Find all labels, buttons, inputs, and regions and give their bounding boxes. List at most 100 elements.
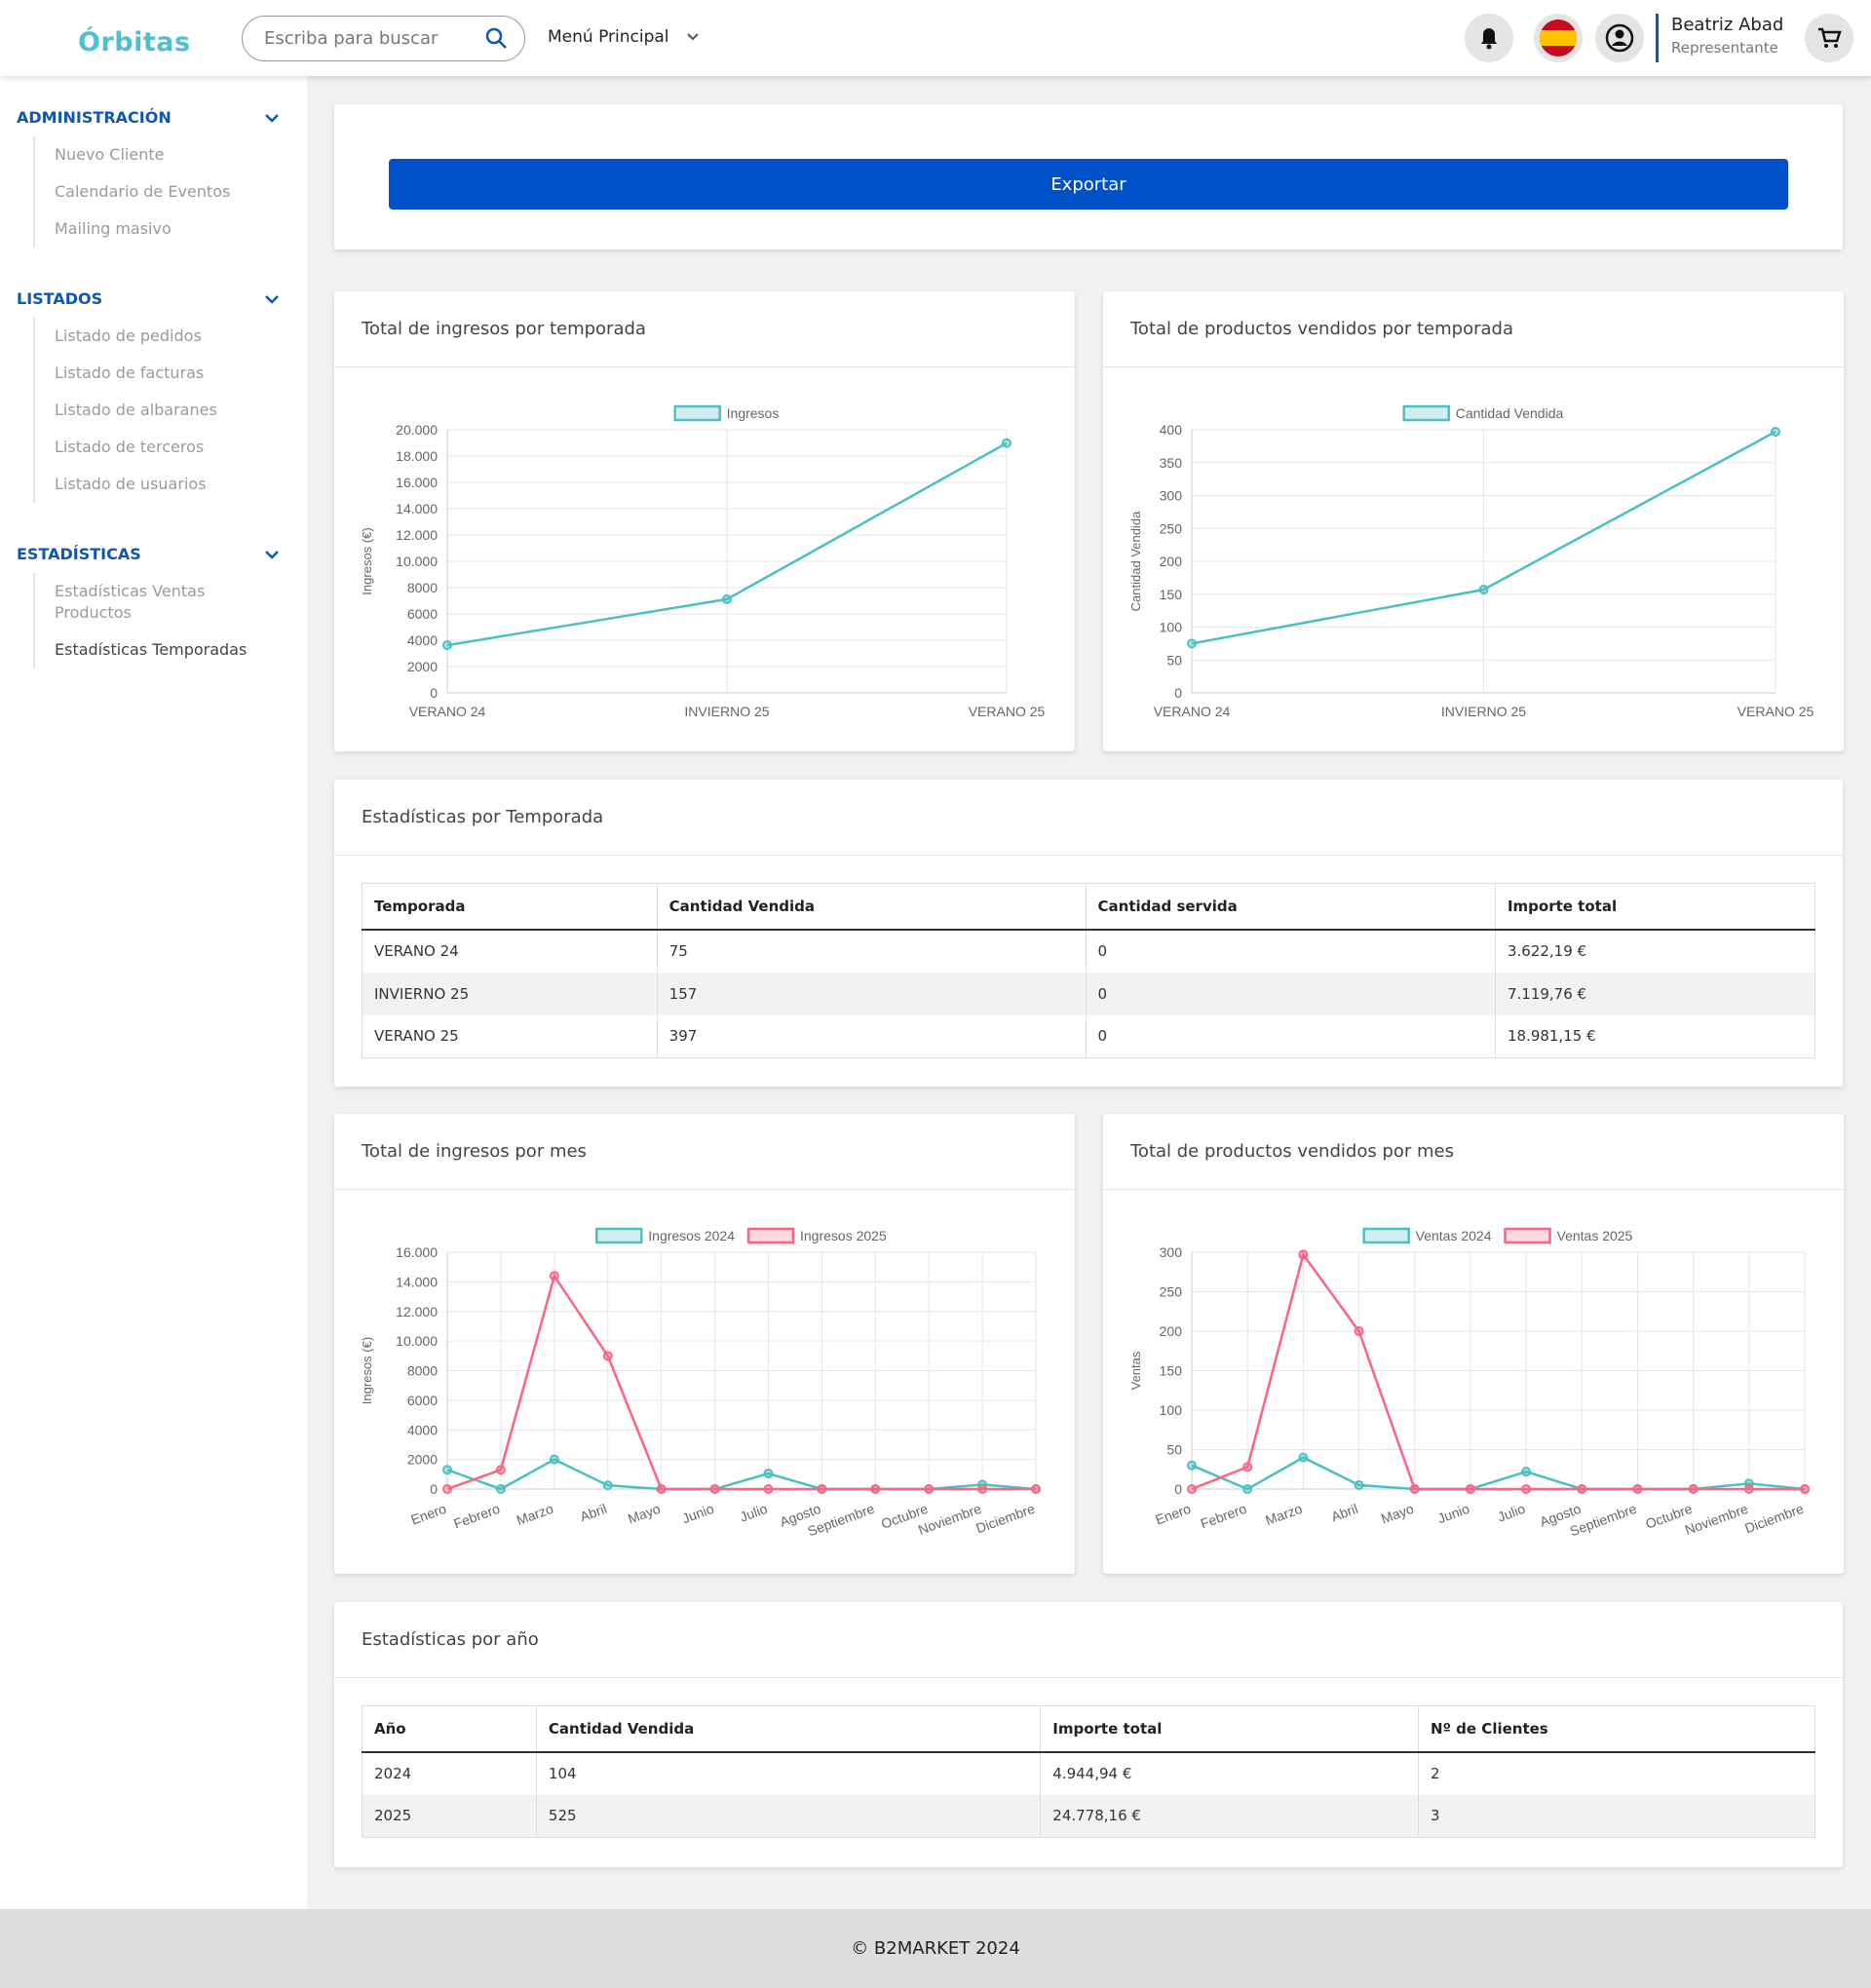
search-placeholder: Escriba para buscar [264, 28, 439, 49]
search-icon [485, 27, 507, 49]
menu-section: LISTADOS Listado de pedidos Listado de fac… [0, 281, 307, 503]
y-tick-label: 150 [1160, 587, 1183, 602]
menu-item[interactable]: Listado de pedidos [55, 326, 202, 345]
chart-card: Total de productos vendidos por mes 0 50 10… [1103, 1114, 1844, 1574]
flag-icon [1540, 19, 1577, 57]
table-cell: 0 [1086, 1014, 1496, 1058]
point [442, 1465, 452, 1475]
cart[interactable] [1805, 14, 1853, 62]
menu-item[interactable]: Nuevo Cliente [55, 145, 165, 164]
table-row: VERANO 24 75 0 3.622,19 € [362, 929, 1816, 973]
y-tick-label: 200 [1160, 554, 1183, 569]
table-cell: 75 [657, 929, 1087, 973]
table-cell: 157 [657, 972, 1087, 1015]
menu-item[interactable]: Mailing masivo [55, 219, 172, 238]
menu-section: ESTADÍSTICAS Estadísticas Ventas Producto… [0, 536, 307, 669]
chevron-path [265, 551, 279, 559]
chart: 0 50 100 150 200 250 300 Enero Febrero Marzo Abril… [1128, 1227, 1810, 1539]
point [1521, 1467, 1532, 1477]
column-header: Importe total [1040, 1705, 1419, 1753]
point [1298, 1452, 1309, 1463]
legend-swatch [746, 1227, 795, 1244]
legend-item: Ventas 2025 [1504, 1227, 1633, 1244]
language[interactable] [1534, 14, 1583, 62]
table-cell: 0 [1086, 929, 1496, 973]
column-header: Nº de Clientes [1418, 1705, 1816, 1753]
y-tick-label: 20.000 [396, 422, 438, 438]
user-name: Beatriz Abad [1671, 15, 1784, 35]
table-row: VERANO 25 397 0 18.981,15 € [362, 1014, 1816, 1058]
legend: Cantidad Vendida [1402, 404, 1564, 422]
point [1688, 1484, 1699, 1494]
table-cell: 3 [1418, 1794, 1816, 1838]
x-tick-label: VERANO 24 [1154, 704, 1231, 719]
menu-label: Menú Principal [548, 27, 669, 47]
menu-item[interactable]: Listado de facturas [55, 363, 205, 382]
y-axis-label: Cantidad Vendida [1128, 511, 1143, 611]
header-row: Temporada Cantidad Vendida Cantidad servid… [362, 883, 1816, 931]
y-tick-label: 350 [1160, 455, 1183, 471]
column-header: Año [362, 1705, 537, 1753]
x-tick-label: VERANO 25 [969, 704, 1046, 719]
x-tick-label: Diciembre [1742, 1501, 1806, 1537]
point [656, 1484, 667, 1494]
legend-swatch [1402, 404, 1450, 422]
table-row: 2024 104 4.944,94 €2 [362, 1751, 1816, 1795]
point [442, 1484, 452, 1494]
table-cell: 2025 [362, 1794, 537, 1838]
profile[interactable] [1595, 14, 1644, 62]
export-button[interactable]: Exportar [389, 159, 1788, 210]
chevron-path [265, 114, 279, 123]
menu-item[interactable]: Estadísticas Temporadas [55, 640, 248, 659]
point [1771, 427, 1780, 438]
menu-item[interactable]: Listado de terceros [55, 438, 205, 456]
menu-item[interactable]: Calendario de Eventos [55, 182, 231, 201]
column-header: Cantidad Vendida [536, 1705, 1042, 1753]
y-tick-label: 0 [1174, 1481, 1182, 1497]
point [977, 1484, 988, 1494]
section-label: ADMINISTRACIÓN [17, 108, 172, 127]
menu-item[interactable]: Listado de albaranes [55, 401, 217, 419]
point [709, 1484, 720, 1494]
y-tick-label: 100 [1160, 620, 1183, 635]
table-cell: VERANO 25 [362, 1014, 658, 1058]
notifications[interactable] [1465, 14, 1513, 62]
point [1577, 1484, 1587, 1494]
x-tick-label: Junio [680, 1501, 716, 1527]
user-role: Representante [1671, 39, 1778, 57]
x-tick-label: Julio [738, 1501, 770, 1525]
x-tick-label: Mayo [1379, 1501, 1416, 1527]
y-tick-label: 250 [1160, 1284, 1183, 1300]
menu-item[interactable]: Estadísticas Ventas Productos [55, 582, 206, 622]
y-tick-label: 0 [1174, 685, 1182, 701]
point [1187, 1484, 1197, 1494]
logo[interactable]: Órbitas [78, 27, 191, 57]
legend-swatch [1362, 1227, 1410, 1244]
legend-label: Ingresos 2024 [648, 1228, 735, 1243]
table-cell: 525 [536, 1794, 1042, 1838]
point [495, 1465, 506, 1475]
table-card: Estadísticas por año Año Cantidad Vendida I… [334, 1602, 1843, 1867]
legend-item: Ingresos 2025 [746, 1227, 887, 1244]
section-title: LISTADOS [0, 281, 307, 318]
y-tick-label: 12.000 [396, 1304, 438, 1319]
y-tick-label: 100 [1160, 1402, 1183, 1418]
chart: 0 2000 4000 6000 8000 10.000 12.000 14.000 16.00… [360, 1227, 1041, 1539]
search-box[interactable]: Escriba para buscar [242, 16, 525, 61]
chevron [265, 114, 279, 123]
legend-label: Cantidad Vendida [1456, 405, 1564, 421]
main-menu[interactable]: Menú Principal [548, 27, 700, 47]
x-tick-label: Marzo [515, 1501, 555, 1528]
chart-title: Total de ingresos por mes [334, 1114, 1075, 1190]
export-card: Exportar [334, 104, 1843, 249]
point [602, 1480, 613, 1491]
table-cell: 2 [1418, 1751, 1816, 1795]
x-tick-label: VERANO 25 [1737, 704, 1814, 719]
section-items: Estadísticas Ventas Productos Estadística… [33, 573, 307, 669]
line [1191, 1456, 1806, 1491]
point [1187, 1460, 1197, 1471]
menu-item[interactable]: Listado de usuarios [55, 475, 207, 493]
point [1632, 1484, 1643, 1494]
chevron-path [265, 295, 279, 304]
